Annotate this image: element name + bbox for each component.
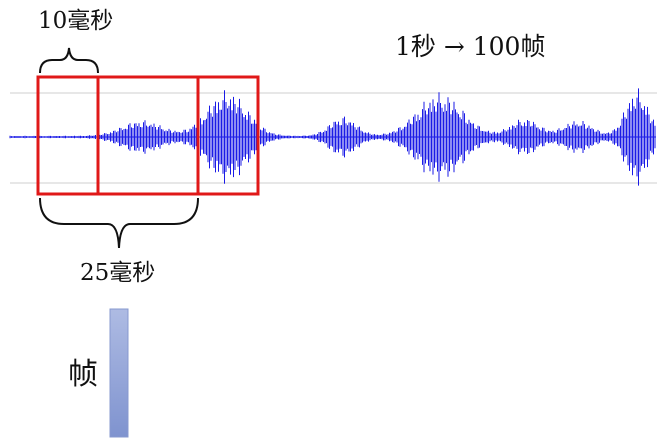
window-label: 25毫秒 xyxy=(80,260,156,286)
waveform xyxy=(9,88,656,186)
frame-label: 帧 xyxy=(68,357,98,392)
hop-brace xyxy=(39,47,99,74)
frame-window-3 xyxy=(196,75,260,196)
frame-bar xyxy=(109,308,129,438)
hop-label: 10毫秒 xyxy=(38,8,114,34)
window-brace xyxy=(39,197,199,249)
frame-rate-label: 1秒 → 100帧 xyxy=(395,32,546,61)
